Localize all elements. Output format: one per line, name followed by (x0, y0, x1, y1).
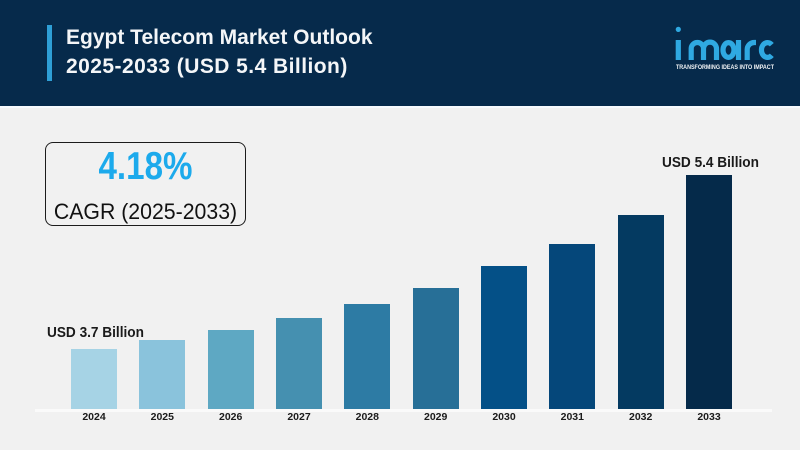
svg-text:TRANSFORMING IDEAS INTO IMPACT: TRANSFORMING IDEAS INTO IMPACT (676, 64, 774, 70)
